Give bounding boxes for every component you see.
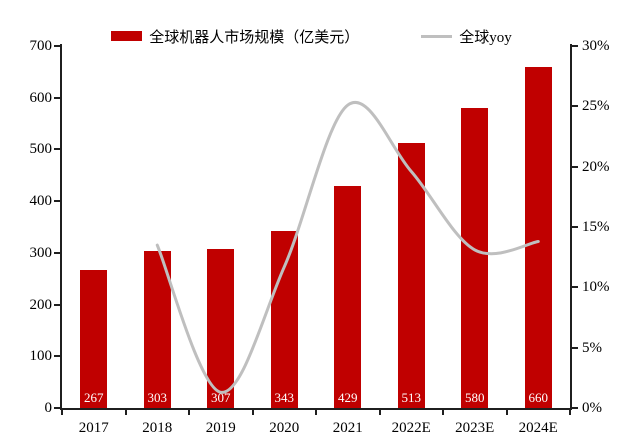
x-axis-tick <box>378 410 381 415</box>
y-axis-left-tick <box>54 251 60 254</box>
x-axis-category-label: 2019 <box>205 420 236 436</box>
y-axis-right-tick <box>572 286 578 289</box>
plot-area <box>62 46 570 408</box>
y-axis-left-tick-label: 400 <box>29 193 53 210</box>
y-axis-left-tick-label: 0 <box>44 400 53 416</box>
x-axis-category-label: 2023E <box>455 420 495 436</box>
y-axis-right-tick-label: 10% <box>582 279 610 296</box>
y-axis-right-tick <box>572 165 578 168</box>
bar-2019: 307 <box>207 249 235 408</box>
legend-line-label: 全球yoy <box>459 29 512 46</box>
bar-value-label: 429 <box>338 389 358 405</box>
bar-2023E: 580 <box>461 108 489 408</box>
y-axis-left-tick <box>54 200 60 203</box>
bar-2020: 343 <box>270 230 298 408</box>
y-axis-right-line <box>570 44 572 408</box>
x-axis-tick <box>442 410 444 415</box>
y-axis-right-tick <box>572 226 578 228</box>
x-axis-tick <box>61 410 63 415</box>
y-axis-right-tick <box>572 45 578 47</box>
bar-2022E: 513 <box>397 142 425 408</box>
y-axis-right-tick-label: 30% <box>582 38 610 54</box>
x-axis-line <box>60 408 572 410</box>
legend: 全球机器人市场规模（亿美元） 全球yoy <box>0 26 623 46</box>
y-axis-left-tick <box>54 148 60 151</box>
y-axis-right-tick-label: 5% <box>582 339 602 356</box>
y-axis-left-tick-label: 200 <box>29 296 53 313</box>
bar-value-label: 513 <box>401 389 422 405</box>
bar-value-label: 307 <box>211 389 231 405</box>
x-axis-category-label: 2022E <box>391 420 431 436</box>
y-axis-left-tick <box>54 96 60 99</box>
x-axis-tick <box>505 410 508 415</box>
x-axis-tick <box>315 410 317 415</box>
x-axis-category-label: 2021 <box>332 420 363 436</box>
bar-value-label: 303 <box>147 389 168 405</box>
y-axis-right-tick-label: 0% <box>582 400 602 416</box>
x-axis-tick <box>569 410 571 415</box>
legend-item-market-size: 全球机器人市场规模（亿美元） <box>111 26 359 47</box>
x-axis-tick <box>124 410 127 415</box>
legend-line-swatch <box>421 34 453 38</box>
bar-2021: 429 <box>334 186 362 408</box>
bar-2018: 303 <box>143 251 171 408</box>
x-axis-category-label: 2020 <box>269 420 300 436</box>
y-axis-left-tick <box>54 303 60 306</box>
bar-value-label: 660 <box>528 389 549 405</box>
y-axis-left-tick <box>54 45 60 47</box>
bar-value-label: 580 <box>465 389 485 405</box>
y-axis-right-tick <box>572 407 578 409</box>
y-axis-left-tick-label: 600 <box>29 89 53 106</box>
legend-bar-label: 全球机器人市场规模（亿美元） <box>149 29 360 46</box>
y-axis-left-tick <box>54 355 60 358</box>
x-axis-tick <box>188 410 190 415</box>
y-axis-left-tick-label: 500 <box>29 141 53 158</box>
y-axis-left-tick-label: 700 <box>29 38 53 54</box>
y-axis-left-tick <box>54 407 60 409</box>
legend-bar-swatch <box>111 31 143 41</box>
y-axis-right-tick-label: 15% <box>582 219 610 235</box>
bar-2017: 267 <box>80 269 108 408</box>
y-axis-left-tick-label: 100 <box>29 348 53 365</box>
y-axis-left-line <box>60 44 62 408</box>
x-axis-category-label: 2018 <box>142 420 173 436</box>
x-axis-category-label: 2024E <box>518 420 558 436</box>
y-axis-right-tick-label: 20% <box>582 158 610 175</box>
legend-item-yoy: 全球yoy <box>421 26 512 47</box>
y-axis-right-tick-label: 25% <box>582 98 610 115</box>
bar-2024E: 660 <box>524 66 552 408</box>
x-axis-category-label: 2017 <box>78 420 109 436</box>
bar-value-label: 343 <box>274 389 295 405</box>
y-axis-right-tick <box>572 105 578 108</box>
bar-value-label: 267 <box>84 389 104 405</box>
y-axis-right-tick <box>572 346 578 349</box>
x-axis-tick <box>251 410 254 415</box>
y-axis-left-tick-label: 300 <box>29 244 53 261</box>
